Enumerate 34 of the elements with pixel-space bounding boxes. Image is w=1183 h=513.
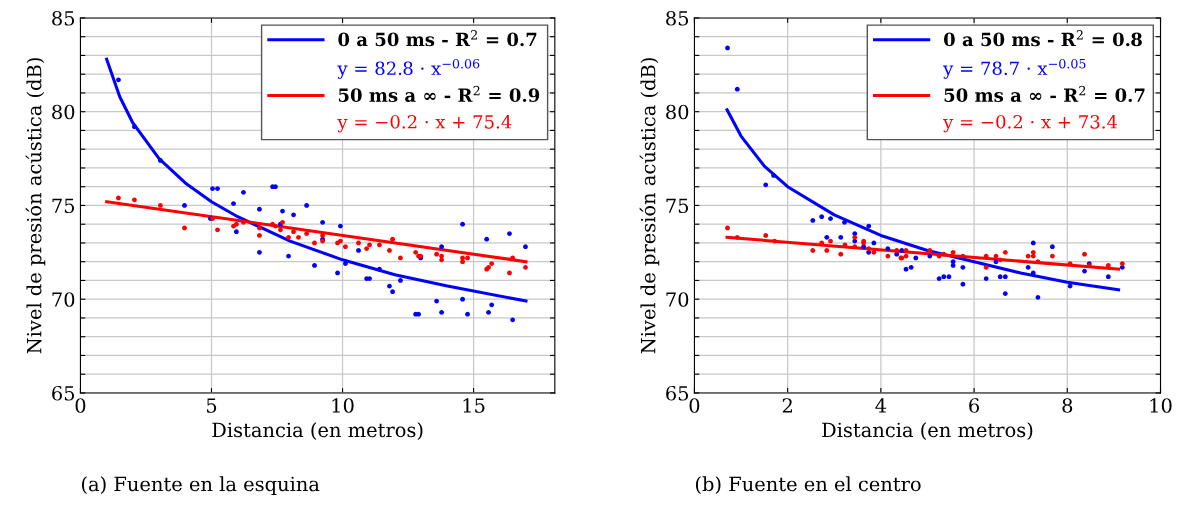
x-tick-label: 8 <box>1062 398 1073 413</box>
text: (a) Fuente en la esquina <box>81 476 320 496</box>
y-tick-label: 65 <box>52 385 75 401</box>
x-tick-label: 15 <box>463 398 485 413</box>
legend-label: 0 a 50 ms - R$^{2}$ = 0.7 <box>338 30 537 47</box>
y-tick-label: 75 <box>52 198 75 214</box>
x-tick-label: 10 <box>332 398 354 413</box>
y-tick-label: 80 <box>52 104 75 120</box>
y-axis-title: Nivel de presión acústica (dB) <box>25 58 46 354</box>
annotation: y = 78.7 · x$^{−0.05}$ <box>943 58 1086 79</box>
y-tick-label: 75 <box>666 198 689 214</box>
x-tick-label: 6 <box>969 398 980 413</box>
x-tick-label: 2 <box>782 398 792 413</box>
x-tick-label: 10 <box>1150 398 1172 413</box>
x-tick-label: 4 <box>875 398 887 413</box>
y-tick-label: 80 <box>666 104 689 120</box>
x-axis-title: Distancia (en metros) <box>822 422 1033 440</box>
y-tick-label: 65 <box>666 385 689 401</box>
annotation: y = −0.2 · x + 75.4 <box>337 114 512 133</box>
annotation: y = 82.8 · x$^{−0.06}$ <box>337 58 480 79</box>
y-tick-label: 85 <box>52 10 75 26</box>
text: (b) Fuente en el centro <box>695 476 921 495</box>
y-tick-label: 70 <box>666 292 689 307</box>
legend-label: 0 a 50 ms - R$^{2}$ = 0.8 <box>943 30 1142 47</box>
y-tick-label: 70 <box>52 292 75 307</box>
x-tick-label: 0 <box>689 398 700 413</box>
x-tick-label: 0 <box>75 398 86 413</box>
legend-label: 50 ms a ∞ - R$^{2}$ = 0.9 <box>338 85 540 102</box>
annotation: y = −0.2 · x + 73.4 <box>943 114 1118 133</box>
y-tick-label: 85 <box>666 10 689 26</box>
y-axis-title: Nivel de presión acústica (dB) <box>639 58 660 354</box>
x-axis-title: Distancia (en metros) <box>212 422 423 440</box>
legend-label: 50 ms a ∞ - R$^{2}$ = 0.7 <box>944 85 1145 102</box>
x-tick-label: 5 <box>206 398 217 413</box>
